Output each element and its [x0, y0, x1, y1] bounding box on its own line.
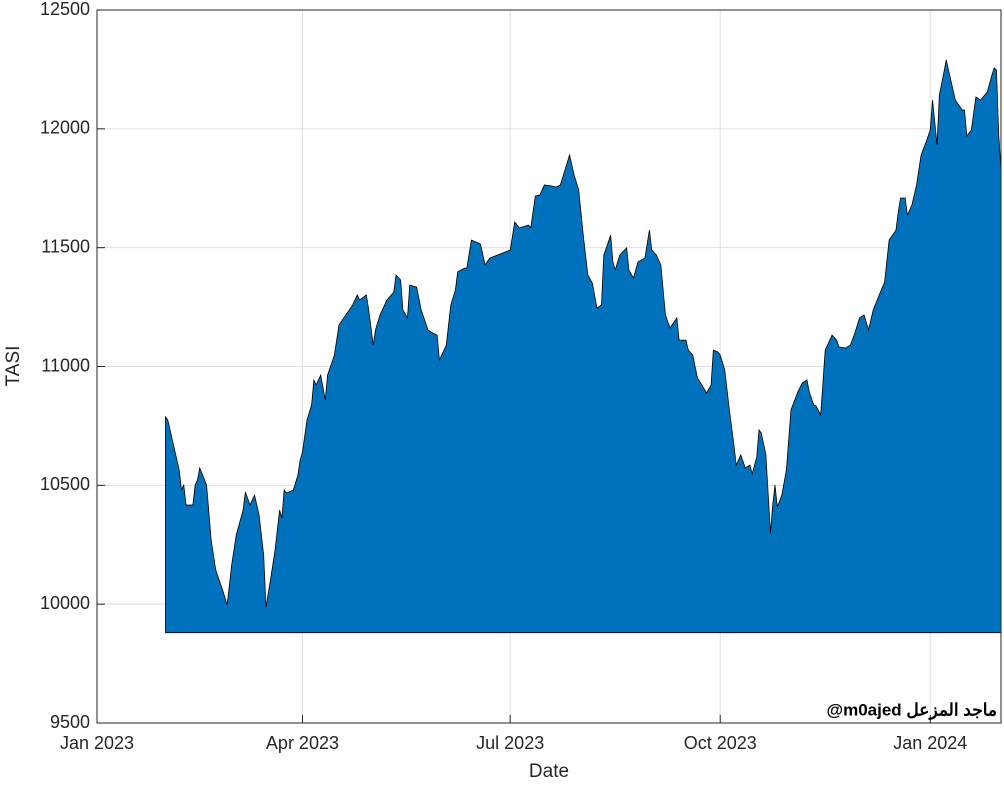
x-tick-label: Apr 2023: [266, 733, 339, 753]
y-tick-label: 12500: [40, 0, 90, 19]
y-tick-label: 10000: [40, 593, 90, 613]
y-tick-label: 9500: [50, 712, 90, 732]
x-tick-label: Jul 2023: [476, 733, 544, 753]
x-tick-label: Oct 2023: [684, 733, 757, 753]
y-tick-label: 11000: [41, 355, 90, 375]
x-tick-label: Jan 2023: [60, 733, 134, 753]
labels: 9500 10000 10500 11000 11500 12000 12500 Jan 20…: [40, 0, 967, 753]
area: [165, 59, 1002, 634]
y-tick-label: 10500: [40, 474, 90, 494]
y-tick-label: 12000: [40, 118, 90, 138]
x-axis-label: Date: [529, 761, 569, 782]
y-tick-label: 11500: [41, 236, 90, 256]
plot: [165, 59, 1002, 634]
x-tick-label: Jan 2024: [893, 733, 967, 753]
y-axis-label: TASI: [3, 346, 24, 387]
watermark: @m0ajed ماجد المزعل: [827, 700, 997, 720]
